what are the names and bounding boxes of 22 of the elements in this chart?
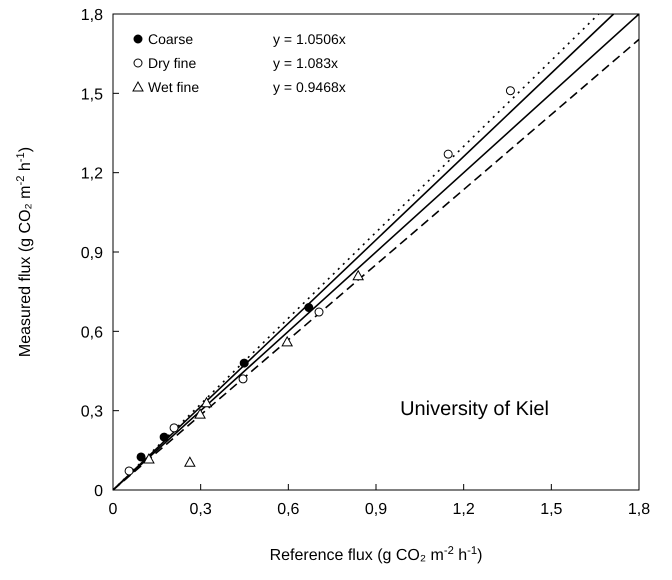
y-tick-label: 0,6 [80,324,104,342]
x-tick-label: 1,5 [540,501,563,518]
y-tick-label: 1,5 [80,86,104,104]
annotation: y = 1.0506x [273,31,346,47]
annotation: y = 0.9468x [273,79,346,95]
x-tick-label: 1,8 [628,501,650,518]
legend-label: Coarse [148,31,194,47]
legend-label: Dry fine [148,55,196,71]
y-tick-label: 0,9 [80,245,104,262]
y-tick-label: 0,3 [80,404,104,421]
x-tick-label: 1,2 [452,501,475,518]
y-tick-label: 0 [94,483,104,500]
annotation: University of Kiel [400,398,549,420]
y-tick-label: 1,2 [80,166,104,183]
legend-label: Wet fine [148,79,200,95]
annotation: y = 1.083x [273,55,338,71]
x-axis-title: Reference flux (g CO₂ m$^{-2}$ h$^{-1}$) [270,545,482,564]
x-tick-label: 0,9 [364,501,388,518]
x-tick-label: 0,3 [190,501,212,518]
y-tick-label: 1,8 [80,7,104,24]
x-tick-label: 0,6 [277,501,300,518]
x-tick-label: 0 [108,501,118,518]
